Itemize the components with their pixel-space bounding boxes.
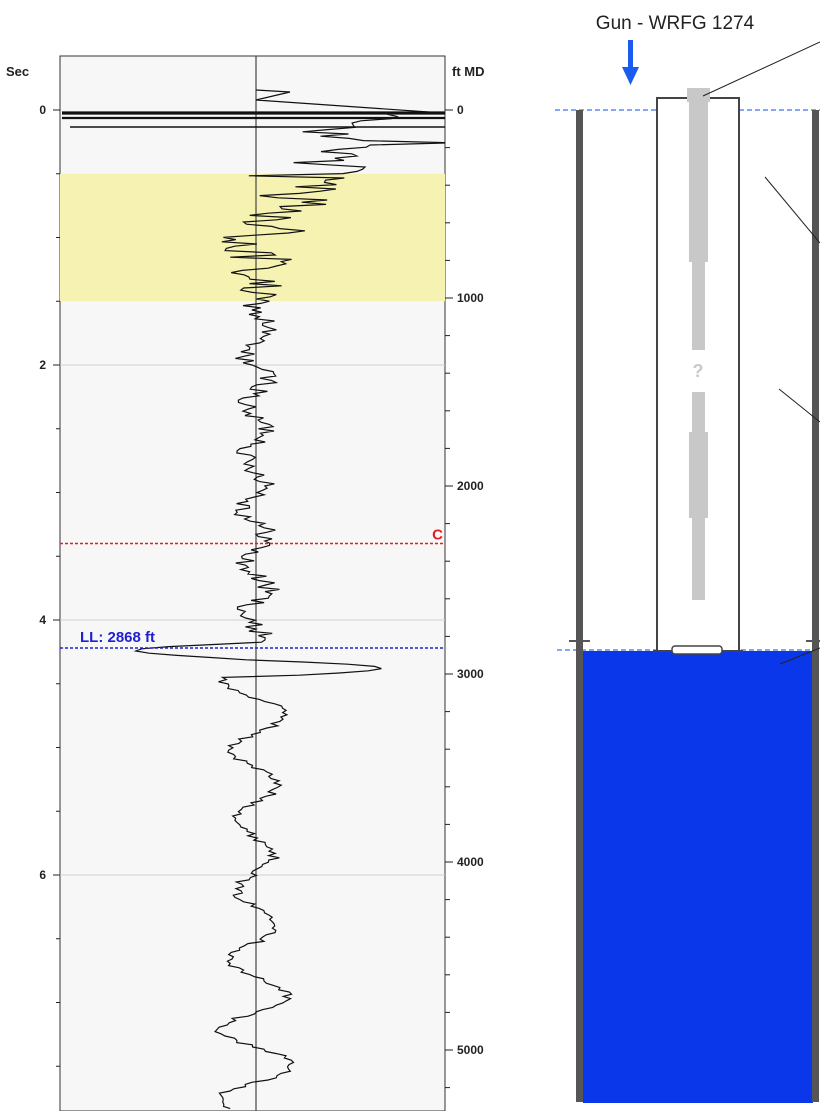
- unknown-section-label: ?: [693, 361, 704, 381]
- wellbore-schematic: ? Gun - WRFG 1274: [555, 13, 820, 1103]
- marker-label: C: [432, 527, 443, 544]
- rod-string: [687, 88, 710, 600]
- casing-left-wall: [576, 110, 583, 1102]
- depth-tick-label: 2000: [457, 479, 484, 493]
- marker-lines: C LL: 2868 ft: [60, 527, 445, 649]
- depth-axis: 0 1000 2000 3000 4000 5000: [445, 103, 484, 1089]
- time-axis: 0 2 4 6: [39, 103, 60, 1067]
- time-tick-label: 2: [39, 358, 46, 372]
- depth-tick-label: 0: [457, 103, 464, 117]
- left-axis-title: Sec: [6, 64, 29, 79]
- fluid-column: [583, 651, 813, 1103]
- depth-tick-label: 4000: [457, 855, 484, 869]
- gun-label: Gun - WRFG 1274: [596, 13, 755, 34]
- depth-tick-label: 5000: [457, 1043, 484, 1057]
- acoustic-log-panel: C LL: 2868 ft Sec ft MD 0 2 4 6 0 1000 2000 300…: [6, 55, 485, 1111]
- casing-right-wall: [812, 110, 819, 1102]
- marker-label: LL: 2868 ft: [80, 629, 155, 646]
- time-tick-label: 0: [39, 103, 46, 117]
- callout-lines: [702, 41, 820, 665]
- gun-arrow-icon: [622, 40, 639, 85]
- seating-nipple: [671, 645, 723, 655]
- depth-tick-label: 3000: [457, 667, 484, 681]
- acoustic-trace: [133, 89, 445, 1110]
- depth-tick-label: 1000: [457, 291, 484, 305]
- time-tick-label: 6: [39, 868, 46, 882]
- time-tick-label: 4: [39, 613, 46, 627]
- highlight-band: [60, 173, 445, 302]
- right-axis-title: ft MD: [452, 64, 485, 79]
